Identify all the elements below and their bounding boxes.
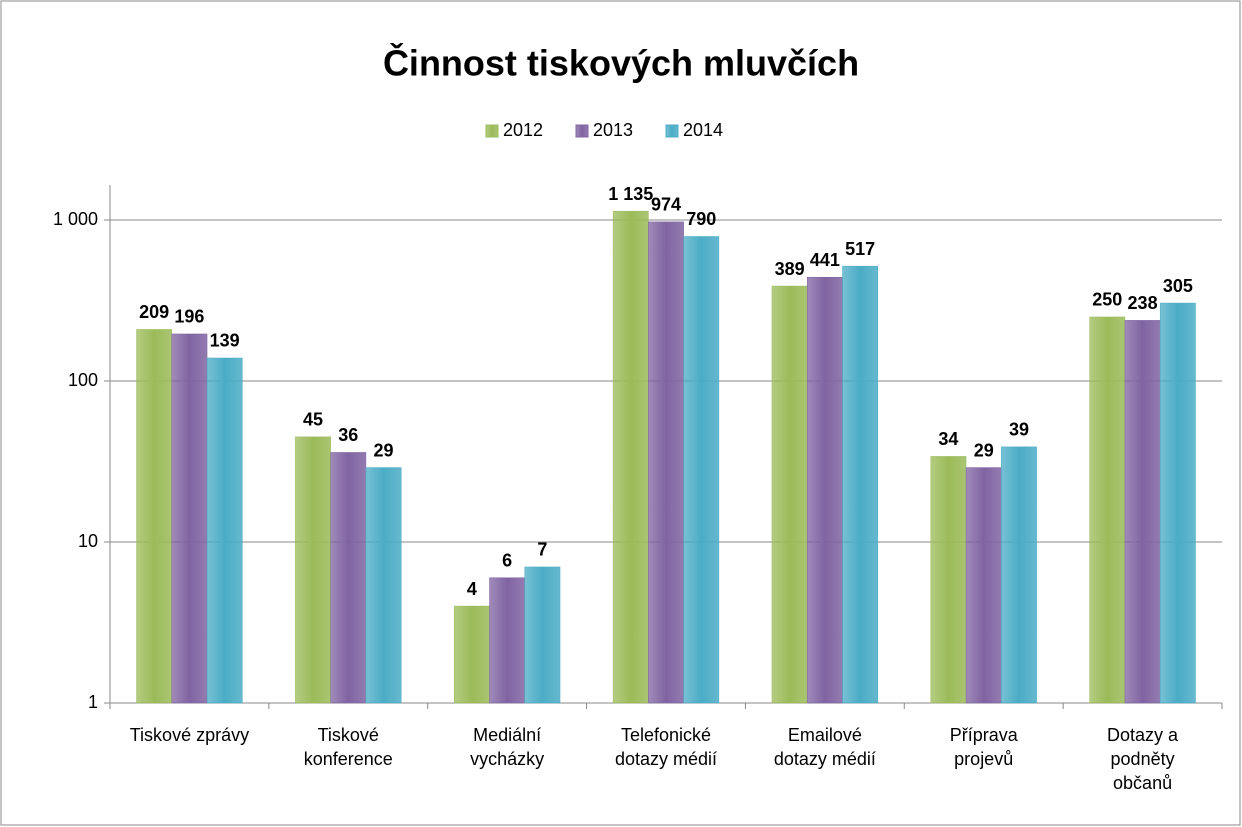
bar xyxy=(648,221,684,704)
bar xyxy=(330,452,367,704)
bar xyxy=(1159,302,1196,704)
bar xyxy=(489,577,526,704)
value-label: 790 xyxy=(686,209,716,229)
x-tick-label: Telefonické dotazy médií xyxy=(614,725,718,769)
value-label: 7 xyxy=(537,540,547,560)
value-label: 36 xyxy=(338,425,358,445)
value-label: 305 xyxy=(1163,276,1193,296)
value-label: 974 xyxy=(651,195,681,215)
bar xyxy=(136,329,173,704)
legend-swatch xyxy=(485,124,499,138)
legend-swatch xyxy=(665,124,679,138)
value-label: 1 135 xyxy=(608,184,653,204)
bar xyxy=(295,436,331,704)
y-tick-label: 1 xyxy=(88,692,98,712)
y-tick-label: 10 xyxy=(78,531,98,551)
chart-title: Činnost tiskových mluvčích xyxy=(383,42,859,84)
value-label: 29 xyxy=(974,440,994,460)
bar xyxy=(683,236,720,704)
y-tick-label: 100 xyxy=(68,370,98,390)
value-label: 139 xyxy=(210,331,240,351)
value-label: 209 xyxy=(139,302,169,322)
bar xyxy=(842,265,879,704)
legend-label: 2012 xyxy=(503,120,543,140)
bar xyxy=(806,277,843,704)
value-label: 238 xyxy=(1128,293,1158,313)
bar xyxy=(771,285,808,704)
value-label: 517 xyxy=(845,239,875,259)
value-label: 250 xyxy=(1092,290,1122,310)
bar xyxy=(206,357,243,704)
value-label: 39 xyxy=(1009,420,1029,440)
bar xyxy=(1124,320,1161,704)
x-tick-label: Příprava projevů xyxy=(949,725,1018,769)
bar xyxy=(965,467,1002,704)
x-tick-label: Tiskové konference xyxy=(303,725,393,769)
bar xyxy=(171,333,208,704)
bar xyxy=(453,605,490,704)
legend-swatch xyxy=(575,124,589,138)
value-label: 34 xyxy=(938,429,958,449)
legend-label: 2014 xyxy=(683,120,723,140)
x-tick-label: Dotazy a podněty občanů xyxy=(1107,725,1179,793)
bar xyxy=(1001,446,1037,704)
x-tick-label: Mediální vycházky xyxy=(470,725,545,769)
value-label: 4 xyxy=(467,579,477,599)
value-label: 389 xyxy=(775,259,805,279)
value-label: 6 xyxy=(502,550,512,570)
value-label: 45 xyxy=(303,410,323,430)
x-tick-label: Tiskové zprávy xyxy=(129,725,250,745)
x-tick-label: Emailové dotazy médií xyxy=(773,725,876,769)
bar xyxy=(930,456,967,704)
legend-label: 2013 xyxy=(593,120,633,140)
value-label: 29 xyxy=(374,440,394,460)
bar xyxy=(612,210,649,704)
bar xyxy=(524,566,561,704)
bar xyxy=(365,467,402,704)
value-label: 196 xyxy=(174,307,204,327)
value-label: 441 xyxy=(810,250,840,270)
bar xyxy=(1089,316,1126,704)
y-tick-label: 1 000 xyxy=(53,209,98,229)
